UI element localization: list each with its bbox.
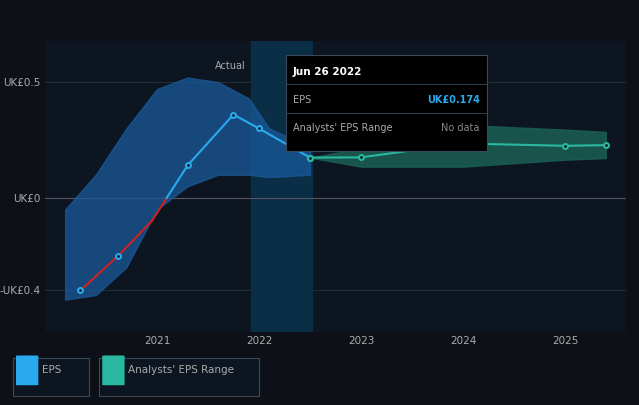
FancyBboxPatch shape [99,358,259,396]
Text: UK£0.174: UK£0.174 [427,95,480,105]
FancyBboxPatch shape [102,356,125,385]
FancyBboxPatch shape [16,356,38,385]
Text: EPS: EPS [42,365,61,375]
Text: Jun 26 2022: Jun 26 2022 [293,67,362,77]
FancyBboxPatch shape [13,358,89,396]
Text: EPS: EPS [293,95,311,105]
Text: Analysts Forecasts: Analysts Forecasts [317,61,408,71]
FancyBboxPatch shape [286,55,487,151]
Text: Analysts' EPS Range: Analysts' EPS Range [293,123,392,133]
Text: No data: No data [442,123,480,133]
Bar [250,40,312,332]
Text: Actual: Actual [215,61,246,71]
Text: Analysts' EPS Range: Analysts' EPS Range [128,365,234,375]
